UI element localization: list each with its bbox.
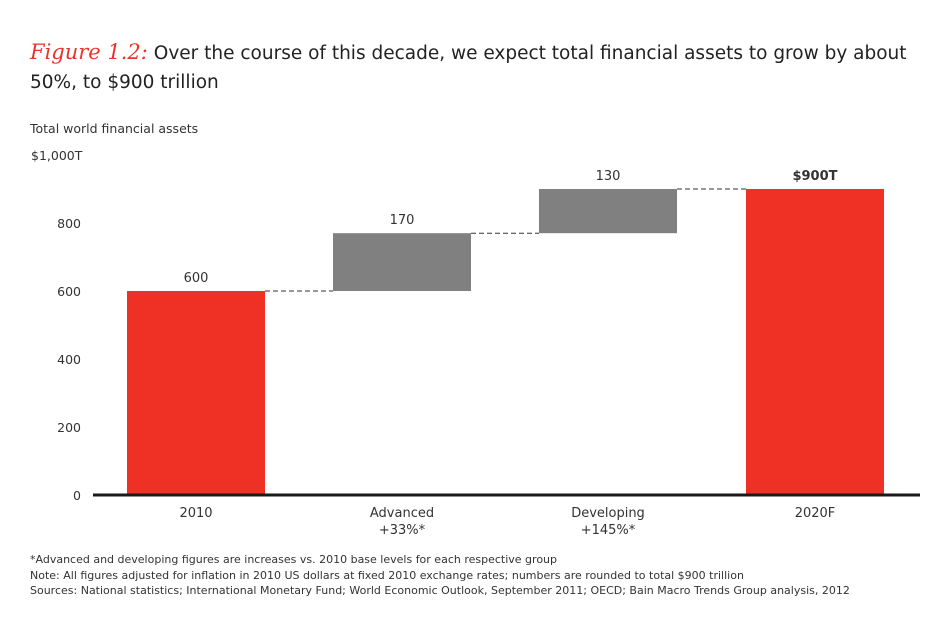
category-sublabel: +33%* (379, 523, 426, 538)
category-label: Developing (571, 506, 645, 521)
figure-label: Figure 1.2: (30, 40, 148, 64)
bar-advanced (333, 233, 471, 291)
value-label: 600 (184, 271, 209, 286)
footnote-note: Note: All figures adjusted for inflation… (30, 568, 744, 582)
y-tick-label: 400 (57, 352, 81, 367)
footnotes: *Advanced and developing figures are inc… (30, 552, 930, 599)
category-label: 2010 (179, 506, 212, 521)
category-sublabel: +145%* (581, 523, 636, 538)
bar-2020f (746, 189, 884, 495)
y-tick-label: $1,000T (31, 148, 83, 163)
y-tick-label: 600 (57, 284, 81, 299)
value-label: 170 (390, 213, 415, 228)
y-tick-label: 0 (73, 488, 81, 503)
value-label: 130 (596, 169, 621, 184)
category-label: 2020F (795, 506, 836, 521)
chart-subtitle: Total world financial assets (30, 121, 199, 136)
footnote-asterisk: *Advanced and developing figures are inc… (30, 553, 558, 566)
bar-2010 (127, 291, 265, 495)
footnote-sources: Sources: National statistics; Internatio… (30, 584, 850, 597)
y-tick-label: 800 (57, 216, 81, 231)
category-label: Advanced (370, 506, 434, 521)
chart-title: Figure 1.2: Over the course of this deca… (30, 38, 935, 97)
bar-developing (539, 189, 677, 234)
value-label: $900T (792, 169, 837, 184)
y-tick-label: 200 (57, 420, 81, 435)
title-text: Over the course of this decade, we expec… (30, 43, 907, 93)
